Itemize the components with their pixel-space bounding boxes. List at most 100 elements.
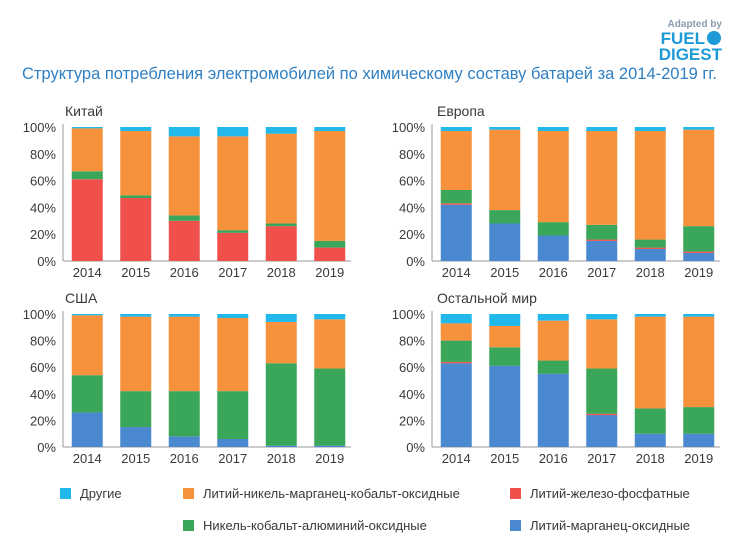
- legend-item-lmo: Литий-марганец-оксидные: [510, 518, 690, 533]
- logo-drop-icon: [707, 31, 721, 45]
- legend-item-nmc: Литий-никель-марганец-кобальт-оксидные: [183, 486, 460, 501]
- bar-other-2019: [314, 314, 346, 320]
- bar-nmc-2017: [217, 136, 249, 231]
- y-tick-label: 0%: [37, 254, 56, 269]
- bar-lfp-2017: [586, 413, 618, 416]
- bar-other-2015: [489, 127, 521, 130]
- bar-nmc-2014: [71, 315, 103, 376]
- bar-nmc-2017: [586, 319, 618, 369]
- bar-nmc-2016: [537, 131, 569, 223]
- y-tick-label: 100%: [392, 120, 426, 135]
- legend-swatch: [183, 520, 194, 531]
- x-tick-label: 2014: [442, 451, 471, 466]
- bar-nca-2016: [537, 222, 569, 236]
- bar-other-2017: [586, 127, 618, 132]
- legend-swatch: [510, 488, 521, 499]
- bar-nca-2016: [537, 360, 569, 374]
- bar-other-2018: [265, 127, 297, 134]
- legend-item-lfp: Литий-железо-фосфатные: [510, 486, 690, 501]
- y-tick-label: 60%: [30, 174, 56, 189]
- x-tick-label: 2019: [315, 265, 344, 280]
- bar-other-2018: [634, 127, 666, 132]
- bar-nmc-2016: [168, 316, 200, 392]
- bar-lfp-2014: [440, 361, 472, 364]
- bar-lfp-2017: [586, 239, 618, 241]
- panel-title: США: [65, 290, 98, 306]
- bar-nmc-2014: [71, 128, 103, 172]
- y-tick-label: 60%: [30, 360, 56, 375]
- bar-other-2014: [71, 314, 103, 316]
- x-tick-label: 2019: [684, 265, 713, 280]
- y-tick-label: 80%: [399, 147, 425, 162]
- bar-other-2016: [168, 314, 200, 317]
- bar-other-2018: [634, 314, 666, 317]
- bar-nca-2016: [168, 391, 200, 437]
- bar-lmo-2014: [440, 363, 472, 447]
- bar-lmo-2015: [489, 365, 521, 447]
- bar-other-2015: [120, 314, 152, 317]
- logo-fuel: FUEL: [661, 29, 705, 48]
- bar-lmo-2018: [634, 248, 666, 261]
- bar-nmc-2017: [586, 131, 618, 225]
- bar-lmo-2019: [683, 252, 715, 261]
- x-tick-label: 2015: [121, 451, 150, 466]
- bar-nca-2014: [71, 375, 103, 413]
- bar-lmo-2017: [217, 439, 249, 447]
- bar-other-2017: [586, 314, 618, 320]
- x-tick-label: 2014: [73, 265, 102, 280]
- bar-lmo-2016: [168, 436, 200, 447]
- y-tick-label: 20%: [30, 227, 56, 242]
- bar-nca-2016: [168, 215, 200, 221]
- bar-lfp-2017: [217, 232, 249, 261]
- bar-nmc-2019: [314, 319, 346, 369]
- y-tick-label: 100%: [392, 307, 426, 322]
- bar-lmo-2016: [537, 373, 569, 447]
- logo-digest: DIGEST: [659, 45, 723, 64]
- bar-lfp-2019: [314, 247, 346, 261]
- x-tick-label: 2015: [121, 265, 150, 280]
- y-tick-label: 40%: [30, 387, 56, 402]
- bar-lfp-2019: [683, 251, 715, 253]
- bar-other-2018: [265, 314, 297, 322]
- fuel-digest-logo: Adapted by FUEL DIGEST: [659, 19, 723, 64]
- bar-nca-2019: [683, 226, 715, 252]
- bar-nca-2014: [440, 340, 472, 362]
- bar-other-2014: [71, 127, 103, 129]
- logo-adapted-by: Adapted by: [668, 19, 723, 30]
- bar-nca-2017: [586, 368, 618, 414]
- bar-lfp-2018: [634, 247, 666, 249]
- y-tick-label: 80%: [30, 147, 56, 162]
- bar-nmc-2019: [683, 129, 715, 227]
- y-tick-label: 20%: [30, 413, 56, 428]
- bar-other-2019: [683, 314, 715, 317]
- bar-nmc-2014: [440, 323, 472, 341]
- y-tick-label: 80%: [399, 334, 425, 349]
- x-tick-label: 2016: [539, 265, 568, 280]
- y-tick-label: 0%: [37, 440, 56, 455]
- panel-1: Европа 0% 20% 40% 60% 80% 100% 2014 2015 2016 2017…: [392, 103, 720, 280]
- y-tick-label: 80%: [30, 334, 56, 349]
- bar-nca-2018: [265, 363, 297, 446]
- bar-nmc-2016: [537, 320, 569, 361]
- bar-nmc-2019: [314, 131, 346, 241]
- bar-lmo-2014: [71, 412, 103, 447]
- bar-nca-2017: [217, 391, 249, 440]
- bar-other-2019: [683, 127, 715, 130]
- bar-nca-2017: [586, 224, 618, 240]
- bar-nmc-2015: [489, 325, 521, 348]
- bar-nmc-2014: [440, 131, 472, 190]
- bar-other-2019: [314, 127, 346, 132]
- bar-lmo-2016: [537, 235, 569, 261]
- chart-title: Структура потребления электромобилей по …: [22, 65, 717, 83]
- panel-2: США 0% 20% 40% 60% 80% 100% 2014 2015 2016 2017 201…: [23, 290, 351, 466]
- x-tick-label: 2016: [170, 265, 199, 280]
- bar-nca-2017: [217, 230, 249, 233]
- x-tick-label: 2019: [684, 451, 713, 466]
- x-tick-label: 2017: [218, 451, 247, 466]
- bar-lmo-2018: [634, 433, 666, 447]
- legend-item-other: Другие: [60, 486, 122, 501]
- bar-lfp-2016: [168, 220, 200, 261]
- bar-nca-2019: [314, 240, 346, 248]
- y-tick-label: 60%: [399, 360, 425, 375]
